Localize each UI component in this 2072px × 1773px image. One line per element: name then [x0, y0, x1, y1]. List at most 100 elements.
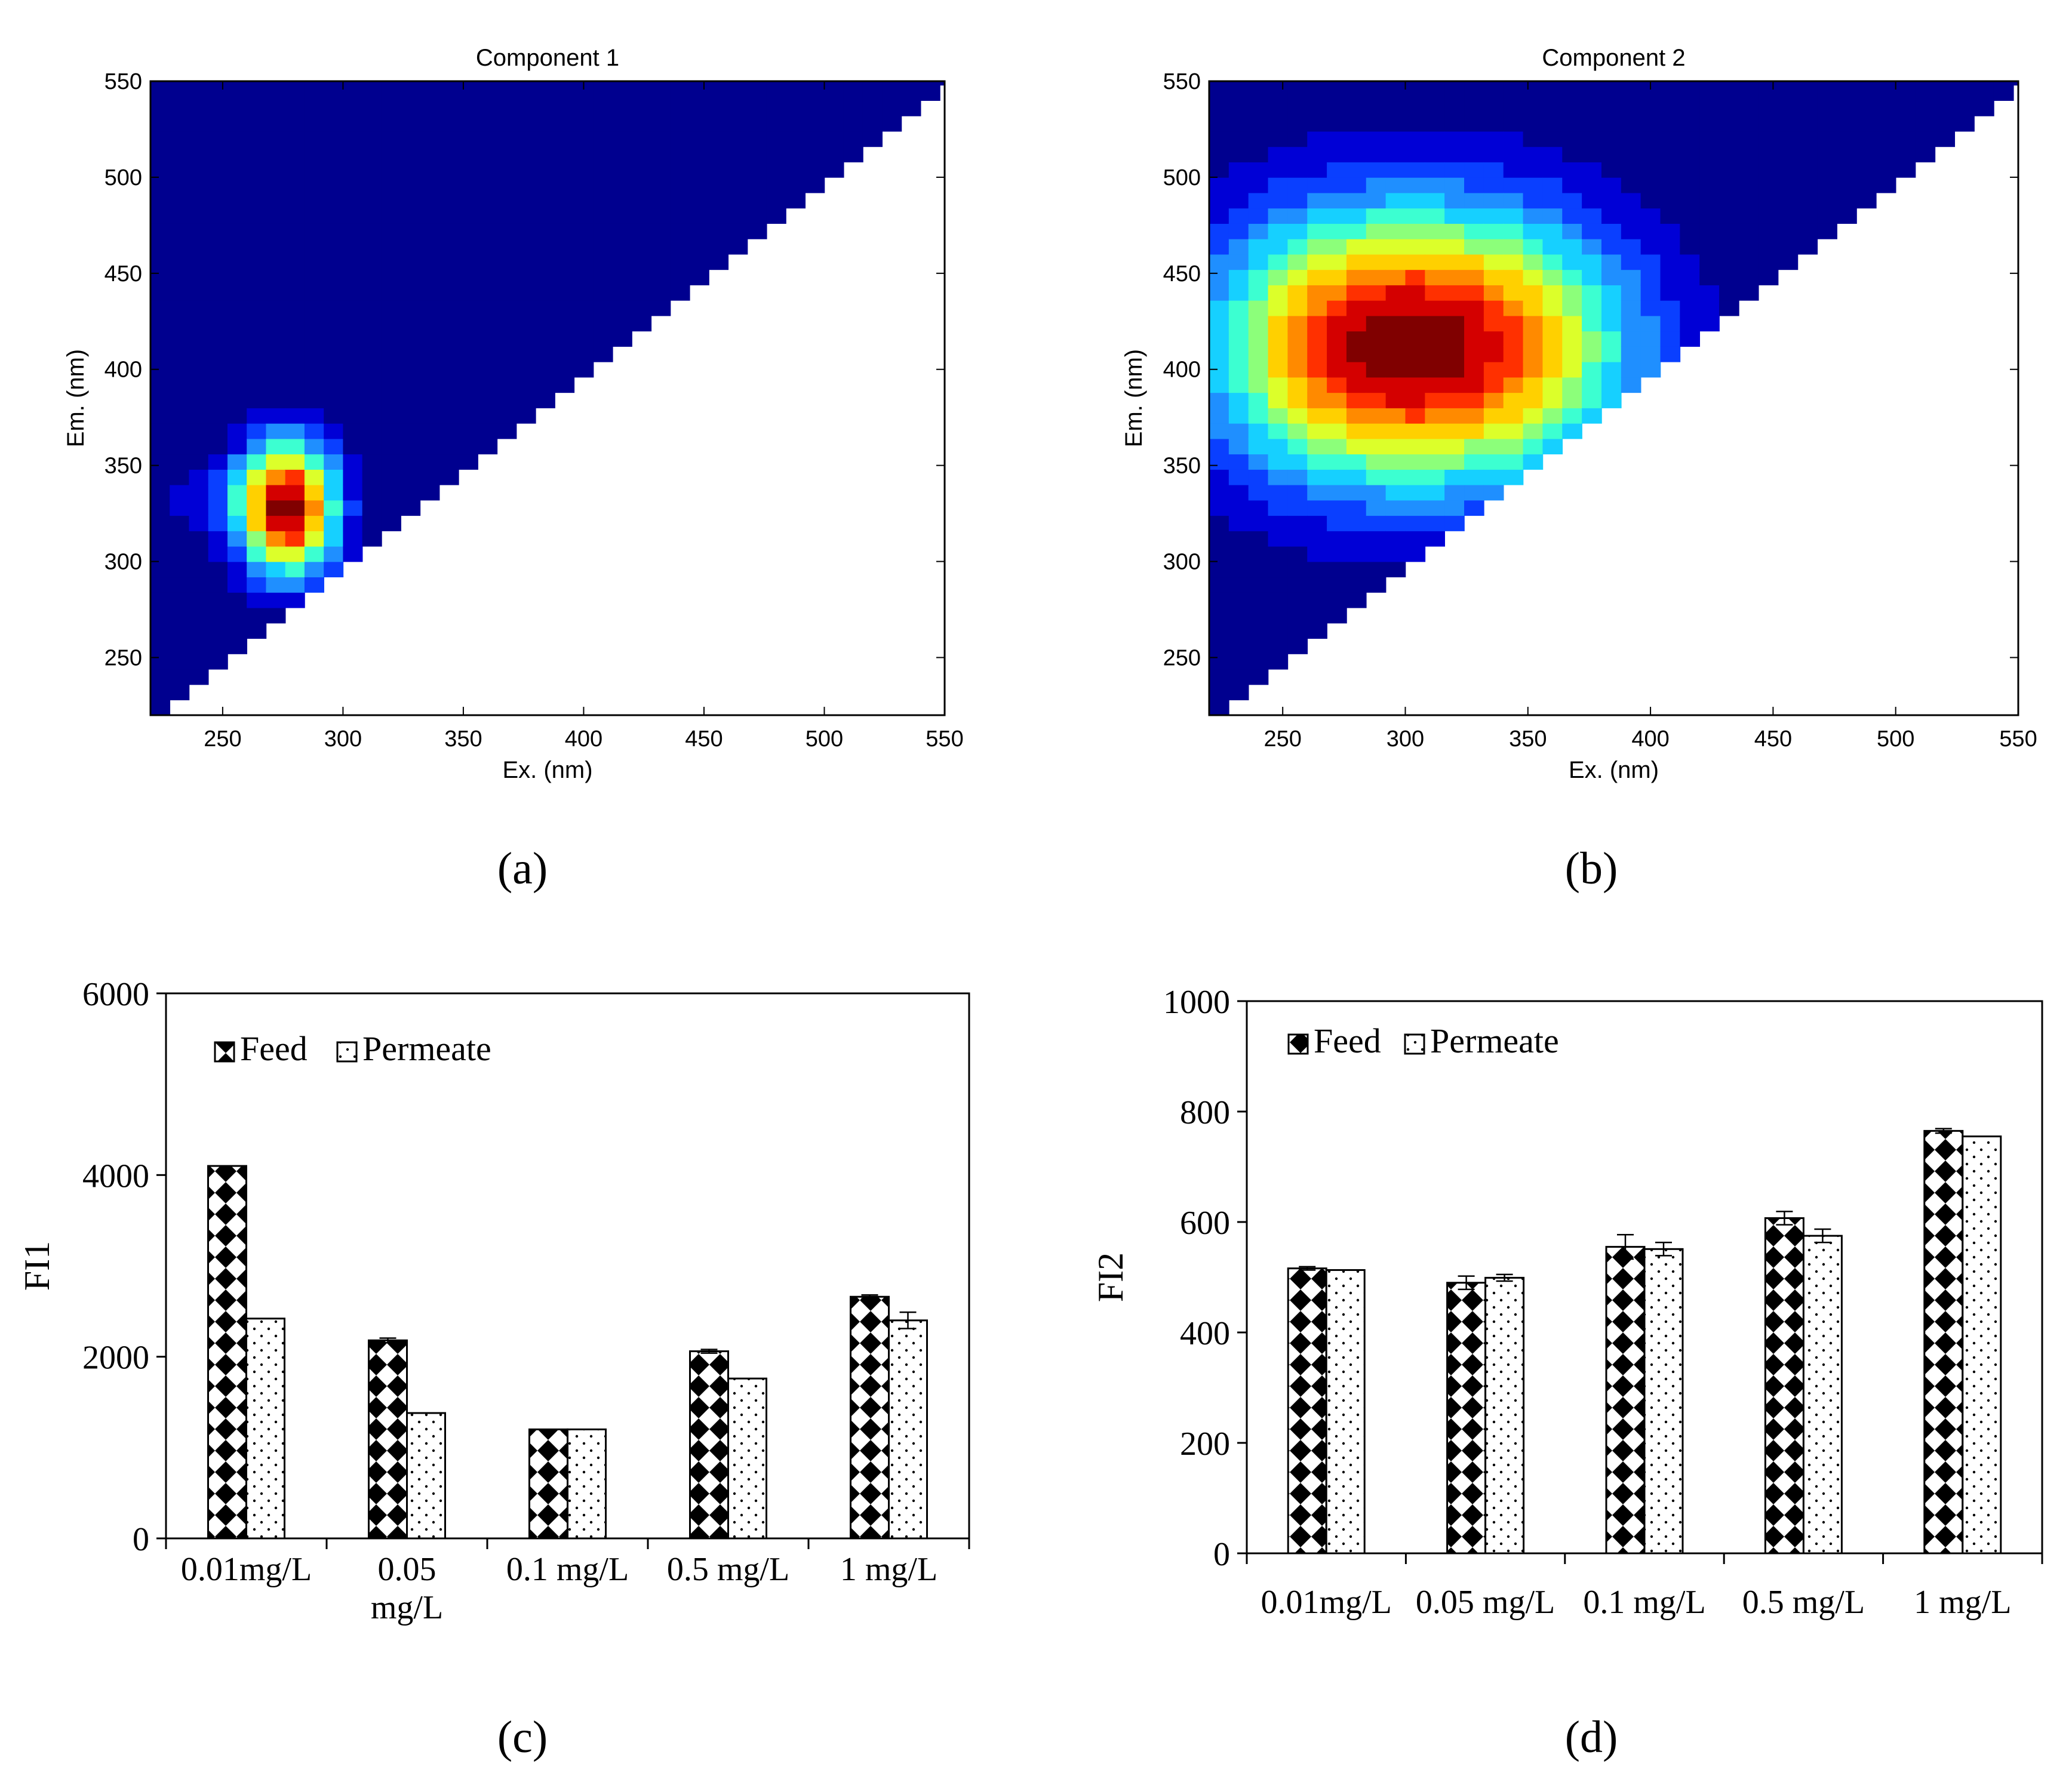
contour-cell [343, 162, 363, 178]
contour-cell [1601, 346, 1622, 362]
contour-cell [285, 177, 305, 193]
contour-cell [1582, 254, 1602, 270]
contour-cell [478, 162, 498, 178]
contour-cell [1228, 638, 1249, 654]
contour-cell [1248, 623, 1269, 639]
contour-cell [401, 208, 421, 224]
contour-cell [1640, 131, 1661, 147]
contour-cell [1248, 561, 1269, 578]
contour-cell [1562, 331, 1582, 347]
contour-cell [1385, 423, 1406, 439]
contour-cell [208, 346, 228, 362]
contour-cell [1268, 377, 1289, 393]
contour-cell [1640, 115, 1661, 132]
contour-cell [1856, 131, 1877, 147]
contour-cell [1425, 131, 1445, 147]
contour-cell [1268, 100, 1289, 116]
contour-cell [343, 81, 363, 86]
contour-cell [1287, 331, 1308, 347]
contour-cell [1268, 208, 1289, 224]
contour-cell [1464, 223, 1484, 239]
contour-cell [266, 392, 286, 408]
contour-cell [1268, 515, 1289, 531]
contour-cell [1503, 131, 1524, 147]
contour-cell [1464, 162, 1484, 178]
contour-cell [612, 315, 632, 332]
contour-cell [1680, 81, 1701, 86]
contour-cell [401, 146, 421, 162]
contour-cell [1680, 300, 1701, 316]
contour-cell [689, 115, 709, 132]
contour-cell [1268, 361, 1289, 378]
contour-cell [1405, 115, 1426, 132]
contour-cell [150, 561, 171, 578]
contour-cell [1699, 100, 1720, 116]
contour-cell [1601, 269, 1622, 285]
contour-cell [1562, 192, 1582, 209]
contour-cell [555, 361, 575, 378]
legend-swatch-permeate [336, 1041, 358, 1063]
bar-feed [1923, 1129, 1964, 1555]
contour-cell [227, 607, 248, 624]
contour-cell [1287, 638, 1308, 654]
contour-cell [1483, 484, 1504, 501]
contour-cell [651, 146, 671, 162]
contour-cell [632, 100, 652, 116]
contour-cell [516, 81, 536, 86]
contour-cell [1523, 315, 1544, 332]
contour-cell [1523, 331, 1544, 347]
contour-cell [1562, 146, 1582, 162]
contour-cell [304, 377, 324, 393]
contour-cell [1542, 438, 1563, 455]
contour-cell [285, 238, 305, 255]
contour-cell [805, 100, 825, 116]
contour-cell [150, 238, 171, 255]
contour-cell [1503, 285, 1524, 301]
contour-cell [324, 146, 344, 162]
contour-cell [535, 223, 555, 239]
contour-cell [170, 669, 190, 685]
contour-cell [1562, 269, 1582, 285]
plot-frame [149, 80, 946, 716]
contour-cell [189, 100, 209, 116]
contour-cell [304, 208, 324, 224]
contour-cell [728, 146, 748, 162]
contour-cell [1228, 454, 1249, 470]
contour-cell [1248, 223, 1269, 239]
contour-cell [1228, 684, 1249, 701]
contour-cell [1444, 438, 1465, 455]
contour-cell [343, 177, 363, 193]
contour-cell [458, 377, 478, 393]
contour-cell [1601, 285, 1622, 301]
contour-cell [1307, 254, 1327, 270]
contour-cell [535, 85, 555, 101]
contour-cell [247, 623, 267, 639]
contour-cell [689, 238, 709, 255]
contour-cell [324, 254, 344, 270]
contour-cell [1248, 346, 1269, 362]
contour-cell [689, 146, 709, 162]
contour-cell [1542, 254, 1563, 270]
contour-cell [497, 131, 517, 147]
contour-cell [439, 454, 459, 470]
contour-cell [1268, 484, 1289, 501]
contour-cell [1248, 115, 1269, 132]
contour-cell [632, 238, 652, 255]
contour-cell [401, 300, 421, 316]
contour-cell [1248, 269, 1269, 285]
contour-cell [1248, 469, 1269, 485]
contour-cell [227, 223, 248, 239]
contour-cell [170, 346, 190, 362]
contour-cell [805, 131, 825, 147]
contour-cell [632, 192, 652, 209]
contour-cell [1582, 192, 1602, 209]
contour-cell [1562, 346, 1582, 362]
contour-cell [1405, 223, 1426, 239]
contour-cell [1483, 423, 1504, 439]
contour-cell [189, 162, 209, 178]
contour-cell [1797, 81, 1818, 86]
contour-cell [170, 607, 190, 624]
contour-cell [1523, 85, 1544, 101]
contour-cell [1327, 592, 1347, 608]
contour-cell [1268, 531, 1289, 547]
